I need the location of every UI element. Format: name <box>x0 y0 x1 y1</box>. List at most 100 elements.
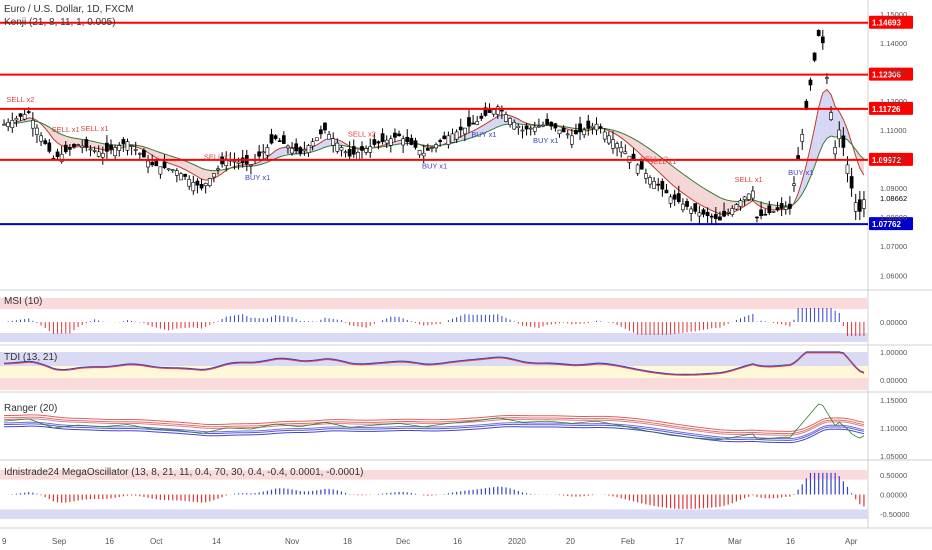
cloud-segment <box>711 192 716 213</box>
price-tick-2: 1.13000 <box>880 68 907 77</box>
candle-body <box>709 215 714 218</box>
x-tick-10: 20 <box>566 537 575 546</box>
cloud-segment <box>193 164 198 177</box>
candle-body <box>388 138 393 146</box>
candle-body <box>586 120 591 129</box>
price-tick-5: 1.10000 <box>880 155 907 164</box>
cloud-segment <box>670 164 675 187</box>
candle-body <box>356 151 360 160</box>
candle-body <box>162 161 167 169</box>
x-tick-4: 14 <box>212 537 221 546</box>
cloud-segment <box>674 167 679 191</box>
candle-body <box>35 127 39 135</box>
x-tick-1: Sep <box>52 537 67 546</box>
candle-body <box>302 149 307 152</box>
candle-body <box>125 141 130 151</box>
cloud-segment <box>90 140 95 148</box>
candle-body <box>808 79 813 86</box>
level-label-1: 1.12906 <box>872 71 901 80</box>
candle-body <box>195 180 200 186</box>
candle-body <box>92 150 97 152</box>
candle-body <box>290 148 294 154</box>
candle-body <box>738 200 743 207</box>
candle-body <box>545 119 550 125</box>
x-tick-9: 2020 <box>508 537 526 546</box>
level-label-0: 1.14693 <box>872 19 901 28</box>
candle-body <box>401 138 406 146</box>
candle-body <box>393 132 397 138</box>
signal-label-6: BUY x1 <box>422 161 447 170</box>
cloud-segment <box>835 106 840 138</box>
msi-tick-0: 0.00000 <box>880 318 907 327</box>
ranger-title: Ranger (20) <box>4 403 58 414</box>
candle-body <box>549 121 554 127</box>
candle-body <box>76 144 80 146</box>
candle-body <box>380 133 385 142</box>
ranger-line-2 <box>4 418 865 436</box>
candle-body <box>467 117 471 127</box>
cloud-segment <box>715 195 720 214</box>
cloud-segment <box>477 126 482 136</box>
candle-body <box>265 147 270 156</box>
candle-body <box>475 121 480 125</box>
candle-body <box>644 173 648 179</box>
candle-body <box>450 133 455 143</box>
candle-body <box>454 131 459 140</box>
candle-body <box>681 203 685 211</box>
candle-body <box>384 139 389 144</box>
candle-body <box>446 135 451 145</box>
candle-body <box>713 213 718 219</box>
candle-body <box>409 137 414 145</box>
candle-body <box>532 126 537 132</box>
candle-body <box>360 146 364 151</box>
candle-body <box>582 129 587 136</box>
cloud-segment <box>814 107 819 167</box>
candle-body <box>857 199 862 212</box>
candle-body <box>232 160 237 163</box>
candle-body <box>55 151 60 157</box>
candle-body <box>39 135 43 142</box>
cloud-segment <box>831 94 836 138</box>
msi-lower-band <box>0 333 868 342</box>
cloud-segment <box>98 142 103 150</box>
candle-body <box>133 149 138 151</box>
tdi-lower-band <box>0 378 868 390</box>
candle-body <box>771 211 776 213</box>
candle-body <box>730 208 735 215</box>
cloud-segment <box>518 119 523 125</box>
candle-body <box>796 155 800 160</box>
candle-body <box>154 159 159 167</box>
candle-body <box>837 129 842 140</box>
candle-body <box>425 148 430 151</box>
candle-body <box>298 147 303 154</box>
candle-body <box>2 123 6 126</box>
x-tick-15: Apr <box>845 537 858 546</box>
cloud-segment <box>662 158 667 180</box>
candle-body <box>68 147 72 150</box>
cloud-segment <box>654 152 659 172</box>
mega-upper-band <box>0 470 868 480</box>
cloud-segment <box>180 159 186 170</box>
candle-body <box>113 147 118 157</box>
x-tick-8: 16 <box>453 537 462 546</box>
candle-body <box>701 209 706 215</box>
cloud-segment <box>481 124 486 135</box>
msi-title: MSI (10) <box>4 296 43 307</box>
cloud-segment <box>489 118 494 131</box>
candle-body <box>615 143 619 149</box>
candle-body <box>199 184 204 189</box>
cloud-segment <box>691 179 696 202</box>
candle-body <box>652 181 656 189</box>
level-tag-0 <box>869 15 913 29</box>
cloud-segment <box>94 141 99 149</box>
cloud-segment <box>271 150 276 161</box>
cloud-segment <box>209 170 214 180</box>
price-tick-0: 1.15000 <box>880 10 907 19</box>
tdi-line-red <box>4 352 865 376</box>
candle-body <box>249 164 253 167</box>
tdi-mid-band <box>0 366 868 378</box>
candle-body <box>261 151 266 154</box>
cloud-segment <box>641 143 646 160</box>
candle-body <box>442 135 447 140</box>
signal-label-8: BUY x1 <box>533 136 558 145</box>
